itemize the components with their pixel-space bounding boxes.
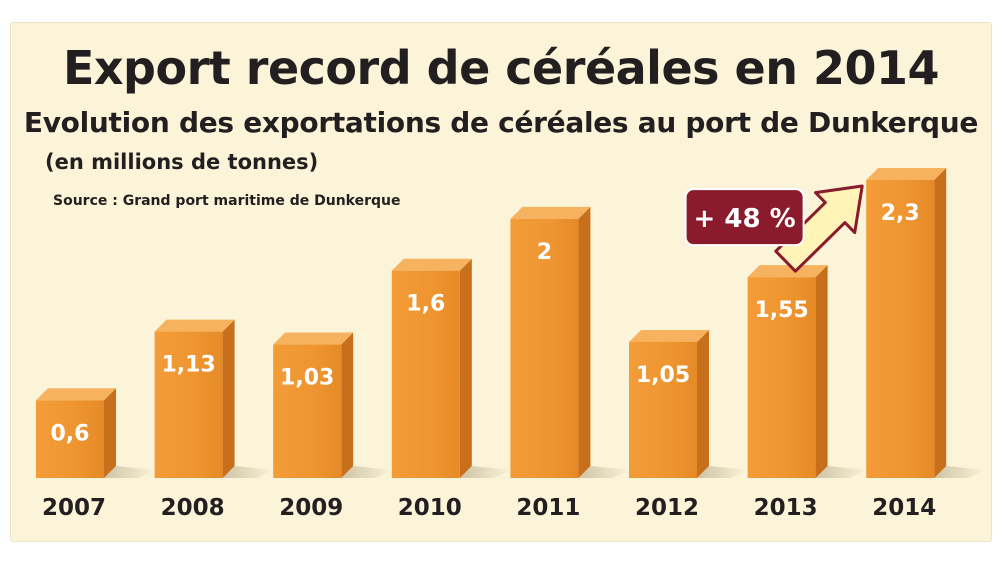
bar-2009	[273, 344, 342, 478]
bar-side-2013	[815, 265, 828, 478]
x-tick-label-2014: 2014	[872, 495, 936, 521]
growth-arrow	[774, 184, 864, 273]
chart-title: Export record de céréales en 2014	[62, 41, 940, 95]
bar-side-2008	[222, 319, 235, 478]
bar-top-2010	[391, 258, 472, 271]
bar-shadow-2011	[578, 466, 631, 478]
bar-top-2012	[629, 329, 709, 342]
bar-side-2011	[578, 206, 591, 478]
bar-2011	[510, 218, 579, 478]
value-label-2014: 2,3	[881, 201, 920, 226]
unit-note: (en millions de tonnes)	[45, 150, 319, 174]
bar-side-2010	[459, 258, 472, 478]
bar-top-2007	[36, 388, 116, 401]
bar-2010	[391, 270, 460, 478]
growth-badge	[684, 188, 805, 247]
chart-subtitle: Evolution des exportations de céréales a…	[23, 106, 979, 139]
bar-shadow-2010	[459, 466, 512, 478]
bar-shadow-2008	[222, 466, 275, 478]
x-tick-label-2011: 2011	[516, 495, 580, 521]
bar-top-2008	[154, 319, 235, 332]
bar-2007	[36, 400, 104, 478]
bar-top-2011	[510, 206, 591, 219]
bar-shadow-2013	[815, 466, 868, 478]
bar-shadow-2014	[934, 466, 987, 478]
bar-side-2009	[341, 332, 354, 478]
x-tick-label-2008: 2008	[161, 495, 225, 521]
value-label-2012: 1,05	[636, 363, 690, 388]
bar-2014	[866, 180, 935, 478]
bar-shadow-2007	[104, 466, 156, 478]
value-label-2007: 0,6	[51, 421, 90, 446]
bar-shadow-2012	[697, 466, 749, 478]
x-tick-label-2009: 2009	[279, 495, 343, 521]
bar-side-2007	[104, 388, 116, 478]
x-tick-label-2010: 2010	[398, 495, 462, 521]
value-label-2010: 1,6	[406, 292, 445, 317]
bar-2013	[747, 277, 816, 478]
bar-shadow-2009	[341, 466, 394, 478]
value-label-2008: 1,13	[161, 353, 215, 378]
value-label-2013: 1,55	[754, 298, 808, 323]
x-tick-label-2012: 2012	[635, 495, 699, 521]
growth-badge-label: + 48 %	[694, 204, 796, 234]
bar-top-2009	[273, 332, 354, 345]
value-label-2009: 1,03	[280, 366, 334, 391]
bar-top-2014	[866, 168, 947, 180]
bar-top-2013	[747, 265, 828, 278]
value-label-2011: 2	[537, 240, 552, 265]
bar-2008	[154, 331, 223, 478]
source-note: Source : Grand port maritime de Dunkerqu…	[53, 193, 401, 209]
bar-2012	[629, 341, 697, 478]
x-tick-label-2007: 2007	[42, 495, 106, 521]
x-tick-label-2013: 2013	[754, 495, 818, 521]
bar-side-2014	[934, 168, 947, 478]
bar-side-2012	[697, 329, 709, 478]
